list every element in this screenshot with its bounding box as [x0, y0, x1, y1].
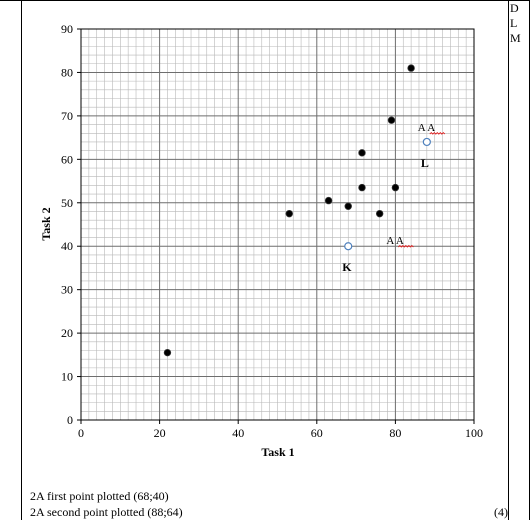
side-letter-1: D — [510, 1, 519, 15]
y-tick-label: 20 — [61, 326, 73, 340]
y-tick-label: 40 — [61, 239, 73, 253]
note-second-point: 2A second point plotted (88;64) — [30, 505, 183, 519]
table-left-border — [21, 0, 22, 520]
side-letter-3: M — [510, 31, 521, 45]
plotted-point — [422, 137, 431, 147]
data-point — [358, 183, 366, 192]
y-tick-label: 30 — [61, 283, 73, 297]
minor-grid — [81, 29, 474, 420]
data-point — [324, 196, 333, 205]
x-tick-label: 20 — [154, 426, 166, 440]
marker-annotation: A A — [386, 235, 403, 247]
x-tick-label: 40 — [232, 426, 244, 440]
x-tick-label: 80 — [389, 426, 401, 440]
y-tick-label: 60 — [61, 152, 73, 166]
data-point — [163, 348, 172, 357]
data-points: KL — [163, 64, 431, 357]
side-letter-2: L — [510, 16, 518, 30]
y-tick-label: 10 — [61, 370, 73, 384]
data-point — [344, 202, 352, 210]
y-axis-label: Task 2 — [39, 207, 53, 240]
table-top-border — [0, 0, 530, 1]
y-tick-label: 70 — [61, 109, 73, 123]
y-tick-label: 80 — [61, 65, 73, 79]
point-label: L — [421, 156, 429, 170]
note-first-point: 2A first point plotted (68;40) — [30, 489, 169, 503]
spellcheck-squiggle — [429, 131, 446, 135]
data-point — [407, 64, 415, 72]
plot-area-border — [80, 28, 475, 421]
plotted-point — [344, 242, 353, 251]
data-point — [391, 183, 400, 192]
x-tick-label: 100 — [465, 426, 483, 440]
major-grid — [81, 29, 474, 420]
table-column-divider — [508, 0, 509, 520]
x-axis-ticks: 0 20 40 60 80 100 — [78, 420, 483, 440]
x-tick-label: 60 — [311, 426, 323, 440]
y-tick-label: 50 — [61, 196, 73, 210]
y-tick-label: 90 — [61, 22, 73, 36]
data-point — [387, 116, 396, 124]
marker-annotation: A A — [418, 122, 435, 134]
y-tick-label: 0 — [67, 413, 73, 427]
marks-allocation: (4) — [494, 505, 508, 519]
point-label: K — [342, 260, 352, 274]
data-point — [285, 209, 293, 218]
x-tick-label: 0 — [78, 426, 84, 440]
y-axis-ticks: 0 10 20 30 40 50 60 70 80 90 — [61, 22, 81, 427]
data-point — [375, 209, 384, 218]
annotations: A A A A — [386, 122, 446, 248]
x-axis-label: Task 1 — [261, 445, 294, 459]
data-point — [358, 149, 366, 157]
spellcheck-squiggle — [398, 244, 414, 248]
